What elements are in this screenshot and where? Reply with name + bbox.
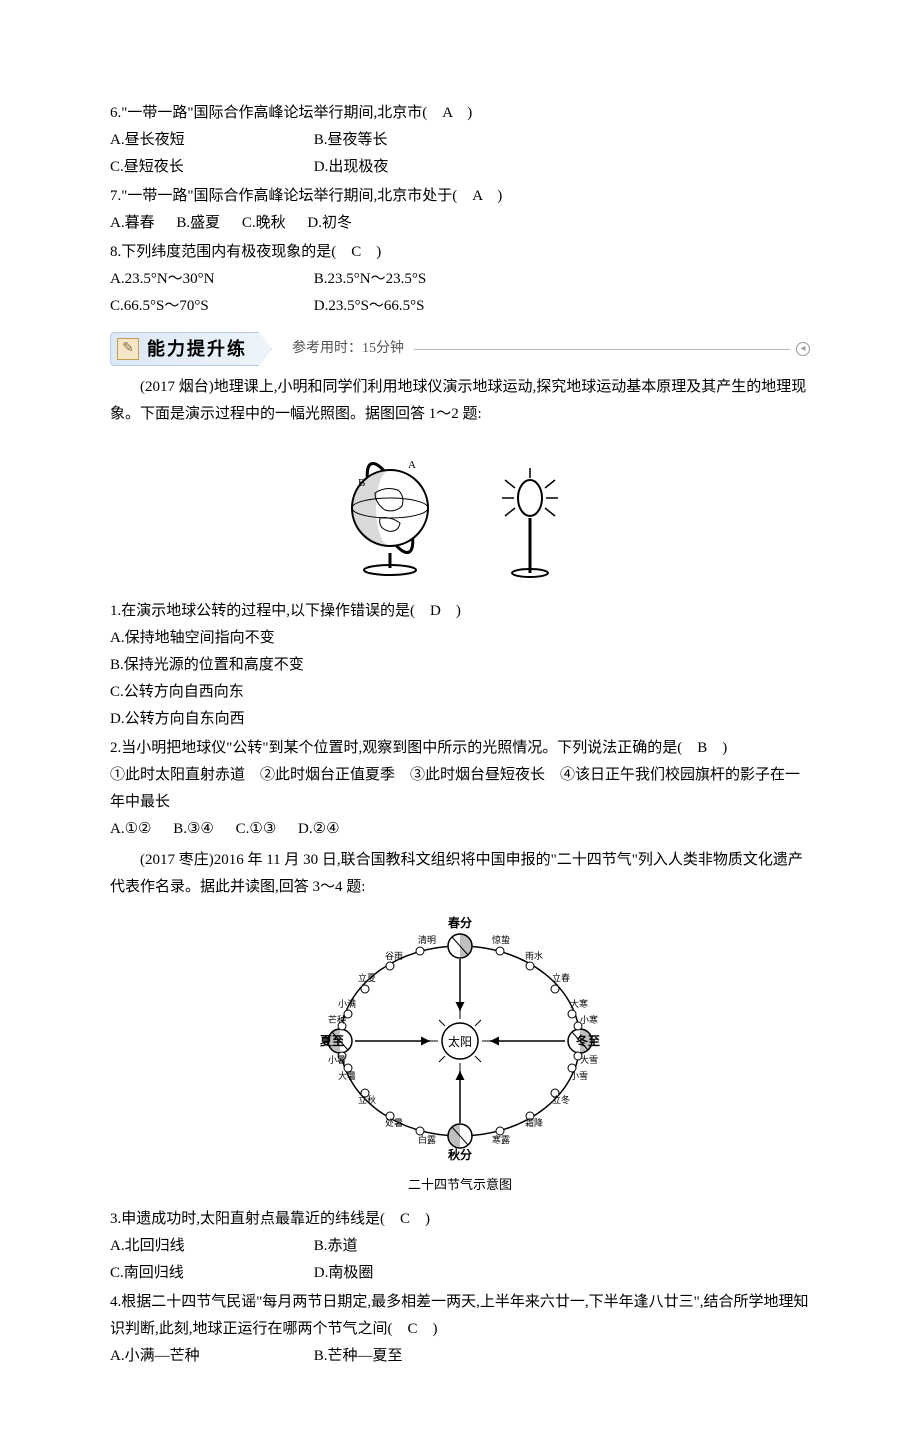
- aq2-opt-d: D.②④: [298, 821, 339, 837]
- sun-label: 太阳: [448, 1034, 472, 1049]
- q6-options-row2: C.昼短夜长 D.出现极夜: [110, 154, 810, 181]
- solar-terms-svg: 太阳: [310, 911, 610, 1161]
- pencil-icon: [117, 338, 139, 360]
- aq3-text: 3.申遗成功时,太阳直射点最靠近的纬线是( C ): [110, 1206, 810, 1233]
- aq4-options-row1: A.小满—芒种 B.芒种—夏至: [110, 1343, 810, 1370]
- ability-banner: 能力提升练 参考用时：15分钟 ◂: [110, 332, 810, 366]
- aq1-opt-a: A.保持地轴空间指向不变: [110, 625, 810, 652]
- svg-text:立夏: 立夏: [358, 972, 376, 983]
- aq2-text: 2.当小明把地球仪"公转"到某个位置时,观察到图中所示的光照情况。下列说法正确的…: [110, 735, 810, 762]
- banner-left: 能力提升练: [110, 332, 272, 366]
- aq4-opt-a: A.小满—芒种: [110, 1343, 310, 1370]
- svg-text:大雪: 大雪: [580, 1054, 598, 1065]
- svg-text:处暑: 处暑: [385, 1117, 403, 1128]
- aq3-opt-a: A.北回归线: [110, 1233, 310, 1260]
- q7-opt-c: C.晚秋: [242, 215, 286, 231]
- aq3-opt-d: D.南极圈: [314, 1260, 514, 1287]
- aq3-options-row2: C.南回归线 D.南极圈: [110, 1260, 810, 1287]
- q6-opt-c: C.昼短夜长: [110, 154, 310, 181]
- question-6: 6."一带一路"国际合作高峰论坛举行期间,北京市( A ) A.昼长夜短 B.昼…: [110, 100, 810, 181]
- q8-opt-a: A.23.5°N～30°N: [110, 266, 310, 293]
- svg-text:立秋: 立秋: [358, 1094, 376, 1105]
- aq3-opt-b: B.赤道: [314, 1233, 514, 1260]
- svg-text:春分: 春分: [447, 915, 472, 930]
- svg-text:立春: 立春: [552, 972, 570, 983]
- svg-text:寒露: 寒露: [492, 1134, 510, 1145]
- aq2-opt-c: C.①③: [236, 821, 277, 837]
- q6-text: 6."一带一路"国际合作高峰论坛举行期间,北京市( A ): [110, 100, 810, 127]
- aq2-items: ①此时太阳直射赤道 ②此时烟台正值夏季 ③此时烟台昼短夜长 ④该日正午我们校园旗…: [110, 762, 810, 816]
- svg-text:白露: 白露: [418, 1134, 436, 1145]
- aq2-options: A.①② B.③④ C.①③ D.②④: [110, 816, 810, 843]
- q8-text: 8.下列纬度范围内有极夜现象的是( C ): [110, 239, 810, 266]
- q6-opt-b: B.昼夜等长: [314, 127, 514, 154]
- q7-opt-d: D.初冬: [307, 215, 352, 231]
- aq4-opt-b: B.芒种—夏至: [314, 1343, 514, 1370]
- svg-text:雨水: 雨水: [525, 950, 543, 961]
- svg-text:B: B: [358, 477, 365, 489]
- q6-options-row1: A.昼长夜短 B.昼夜等长: [110, 127, 810, 154]
- svg-text:立冬: 立冬: [552, 1094, 570, 1105]
- banner-divider: [414, 349, 790, 350]
- aq1-opt-b: B.保持光源的位置和高度不变: [110, 652, 810, 679]
- q7-options: A.暮春 B.盛夏 C.晚秋 D.初冬: [110, 210, 810, 237]
- q7-opt-a: A.暮春: [110, 215, 155, 231]
- q6-opt-d: D.出现极夜: [314, 154, 514, 181]
- aq1-opt-c: C.公转方向自西向东: [110, 679, 810, 706]
- svg-text:小满: 小满: [338, 999, 356, 1009]
- aq2-opt-a: A.①②: [110, 821, 151, 837]
- svg-text:谷雨: 谷雨: [385, 951, 403, 961]
- question-7: 7."一带一路"国际合作高峰论坛举行期间,北京市处于( A ) A.暮春 B.盛…: [110, 183, 810, 237]
- aq1-text: 1.在演示地球公转的过程中,以下操作错误的是( D ): [110, 598, 810, 625]
- svg-text:芒种: 芒种: [328, 1014, 346, 1025]
- banner-time: 参考用时：15分钟: [292, 336, 404, 361]
- passage-2: (2017 枣庄)2016 年 11 月 30 日,联合国教科文组织将中国申报的…: [110, 847, 810, 901]
- aq1-opt-d: D.公转方向自东向西: [110, 706, 810, 733]
- passage-1: (2017 烟台)地理课上,小明和同学们利用地球仪演示地球运动,探究地球运动基本…: [110, 374, 810, 428]
- figure-solar-terms: 太阳: [110, 911, 810, 1196]
- aq2-opt-b: B.③④: [173, 821, 214, 837]
- svg-text:夏至: 夏至: [320, 1034, 344, 1048]
- q8-options-row2: C.66.5°S～70°S D.23.5°S～66.5°S: [110, 293, 810, 320]
- banner-title: 能力提升练: [147, 333, 247, 365]
- aq4-text: 4.根据二十四节气民谣"每月两节日期定,最多相差一两天,上半年来六廿一,下半年逢…: [110, 1289, 810, 1343]
- svg-text:霜降: 霜降: [525, 1117, 543, 1128]
- q8-opt-d: D.23.5°S～66.5°S: [314, 293, 514, 320]
- figure-globe-lamp: A B: [110, 438, 810, 588]
- svg-text:A: A: [408, 459, 416, 471]
- ability-q2: 2.当小明把地球仪"公转"到某个位置时,观察到图中所示的光照情况。下列说法正确的…: [110, 735, 810, 843]
- q6-opt-a: A.昼长夜短: [110, 127, 310, 154]
- q8-options-row1: A.23.5°N～30°N B.23.5°N～23.5°S: [110, 266, 810, 293]
- svg-text:冬至: 冬至: [576, 1033, 600, 1048]
- svg-text:小暑: 小暑: [328, 1055, 346, 1065]
- svg-text:清明: 清明: [418, 934, 436, 945]
- arrow-icon: ◂: [796, 342, 810, 356]
- aq3-opt-c: C.南回归线: [110, 1260, 310, 1287]
- ability-q3: 3.申遗成功时,太阳直射点最靠近的纬线是( C ) A.北回归线 B.赤道 C.…: [110, 1206, 810, 1287]
- svg-text:秋分: 秋分: [448, 1147, 472, 1161]
- fig2-caption: 二十四节气示意图: [110, 1173, 810, 1196]
- q8-opt-c: C.66.5°S～70°S: [110, 293, 310, 320]
- aq3-options-row1: A.北回归线 B.赤道: [110, 1233, 810, 1260]
- question-8: 8.下列纬度范围内有极夜现象的是( C ) A.23.5°N～30°N B.23…: [110, 239, 810, 320]
- ability-q1: 1.在演示地球公转的过程中,以下操作错误的是( D ) A.保持地轴空间指向不变…: [110, 598, 810, 733]
- svg-text:小寒: 小寒: [580, 1014, 598, 1025]
- q7-opt-b: B.盛夏: [176, 215, 220, 231]
- q7-text: 7."一带一路"国际合作高峰论坛举行期间,北京市处于( A ): [110, 183, 810, 210]
- svg-text:惊蛰: 惊蛰: [492, 934, 510, 945]
- svg-text:大寒: 大寒: [570, 998, 588, 1009]
- q8-opt-b: B.23.5°N～23.5°S: [314, 266, 514, 293]
- svg-text:小雪: 小雪: [570, 1071, 588, 1081]
- globe-lamp-svg: A B: [330, 438, 590, 578]
- svg-text:大暑: 大暑: [338, 1070, 356, 1081]
